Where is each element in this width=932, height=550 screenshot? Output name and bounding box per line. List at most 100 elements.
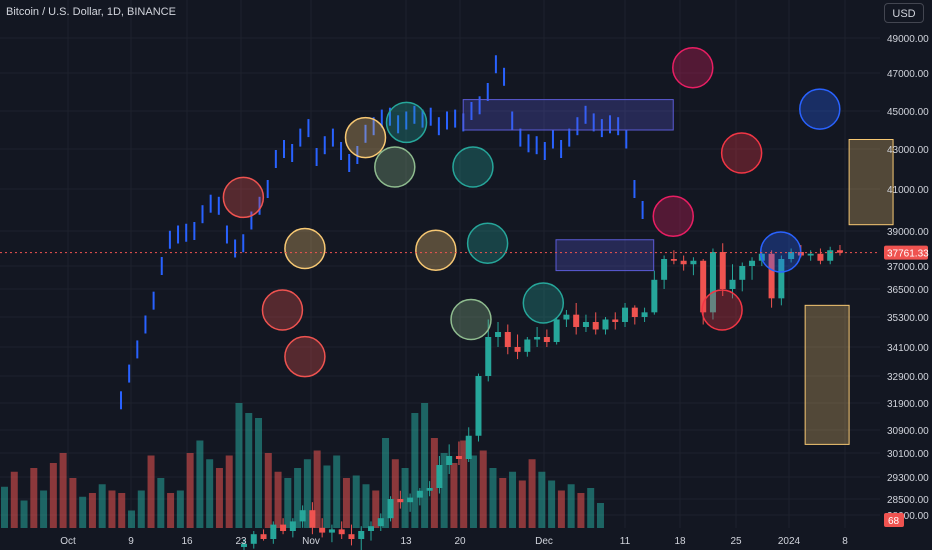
volume-bar bbox=[274, 471, 282, 528]
y-axis-label: 41000.00 bbox=[887, 185, 929, 196]
candle-body bbox=[690, 260, 697, 265]
drawing-circle bbox=[672, 47, 714, 89]
drawing-circle bbox=[759, 231, 802, 273]
candle-body bbox=[719, 252, 726, 289]
volume-bar bbox=[450, 463, 458, 528]
last-price-label: 37761.33 bbox=[887, 249, 929, 260]
candle-body bbox=[455, 456, 462, 459]
y-axis-label: 34100.00 bbox=[887, 343, 929, 354]
volume-bar bbox=[342, 478, 350, 528]
candle-body bbox=[514, 347, 521, 352]
volume-bar bbox=[215, 468, 223, 528]
drawing-circle bbox=[652, 195, 694, 238]
volume-bar bbox=[509, 471, 517, 528]
volume-bar bbox=[40, 490, 48, 528]
candle-body bbox=[651, 279, 658, 313]
volume-bar bbox=[352, 475, 360, 528]
y-axis-label: 43000.00 bbox=[887, 145, 929, 156]
volume-bar bbox=[421, 403, 429, 528]
candle-body bbox=[661, 259, 668, 280]
volume-bar bbox=[118, 493, 126, 528]
volume-bar bbox=[225, 455, 233, 528]
volume-bar bbox=[147, 455, 155, 528]
candle-body bbox=[749, 260, 756, 266]
candle-body bbox=[524, 339, 531, 352]
candle-body bbox=[700, 260, 707, 313]
y-axis-label: 45000.00 bbox=[887, 107, 929, 118]
volume-bar bbox=[333, 455, 341, 528]
volume-bar bbox=[401, 468, 409, 528]
candle-body bbox=[612, 319, 619, 322]
drawing-circle bbox=[261, 289, 304, 331]
candle-body bbox=[504, 332, 511, 347]
volume-bar bbox=[167, 493, 175, 528]
candle-body bbox=[485, 337, 492, 376]
x-axis-label: 8 bbox=[842, 536, 848, 547]
y-axis-label: 31900.00 bbox=[887, 399, 929, 410]
candle-body bbox=[446, 456, 453, 465]
x-axis-label: 16 bbox=[181, 536, 193, 547]
volume-bar bbox=[98, 484, 106, 528]
y-axis-label: 35300.00 bbox=[887, 313, 929, 324]
volume-bar bbox=[10, 471, 18, 528]
currency-button[interactable]: USD bbox=[884, 3, 924, 23]
drawing-circle bbox=[466, 222, 509, 264]
drawing-circle bbox=[720, 132, 763, 174]
candle-body bbox=[397, 499, 404, 503]
candle-body bbox=[602, 319, 609, 330]
volume-bar bbox=[313, 450, 321, 528]
x-axis-label: 25 bbox=[730, 536, 742, 547]
candle-body bbox=[641, 312, 648, 317]
candle-body bbox=[739, 266, 746, 280]
volume-bar bbox=[440, 453, 448, 528]
drawing-box bbox=[555, 239, 655, 272]
candle-body bbox=[387, 499, 394, 519]
volume-bar bbox=[59, 453, 67, 528]
candle-body bbox=[299, 510, 306, 522]
y-axis-label: 30900.00 bbox=[887, 426, 929, 437]
candle-body bbox=[436, 465, 443, 488]
y-axis-label: 49000.00 bbox=[887, 34, 929, 45]
candle-body bbox=[260, 534, 267, 539]
volume-bar bbox=[176, 490, 184, 528]
candle-body bbox=[553, 319, 560, 342]
volume-bar bbox=[20, 500, 28, 528]
volume-bar bbox=[362, 484, 370, 528]
candle-body bbox=[289, 521, 296, 531]
volume-bar bbox=[596, 503, 604, 528]
volume-bar bbox=[567, 484, 575, 528]
x-axis-label: Dec bbox=[535, 536, 553, 547]
y-axis-label: 28000.00 bbox=[887, 511, 929, 522]
candle-body bbox=[631, 307, 638, 317]
y-axis-label: 30100.00 bbox=[887, 449, 929, 460]
volume-bar bbox=[460, 440, 468, 528]
volume-bar bbox=[411, 413, 419, 528]
last-price-tag bbox=[884, 245, 928, 260]
candle-body bbox=[475, 376, 482, 436]
candle-body bbox=[348, 534, 355, 539]
drawing-box bbox=[804, 304, 850, 445]
volume-bar bbox=[196, 440, 204, 528]
volume-bar bbox=[88, 493, 96, 528]
volume-bar bbox=[157, 478, 165, 528]
x-axis-label: Oct bbox=[60, 536, 76, 547]
volume-bar bbox=[49, 463, 57, 528]
drawing-circle bbox=[284, 335, 326, 378]
candle-body bbox=[407, 497, 414, 503]
volume-bar bbox=[557, 490, 565, 528]
y-axis-label: 32900.00 bbox=[887, 372, 929, 383]
candle-body bbox=[670, 259, 677, 261]
candle-body bbox=[622, 307, 629, 322]
candle-body bbox=[709, 252, 716, 313]
x-axis-label: 23 bbox=[235, 536, 247, 547]
candle-body bbox=[328, 529, 335, 533]
volume-bar bbox=[391, 459, 399, 528]
volume-bar bbox=[577, 493, 585, 528]
candle-body bbox=[680, 260, 687, 265]
candle-body bbox=[836, 250, 843, 253]
volume-label: 68 bbox=[888, 516, 900, 527]
volume-bar bbox=[137, 490, 145, 528]
candle-body bbox=[827, 250, 834, 261]
